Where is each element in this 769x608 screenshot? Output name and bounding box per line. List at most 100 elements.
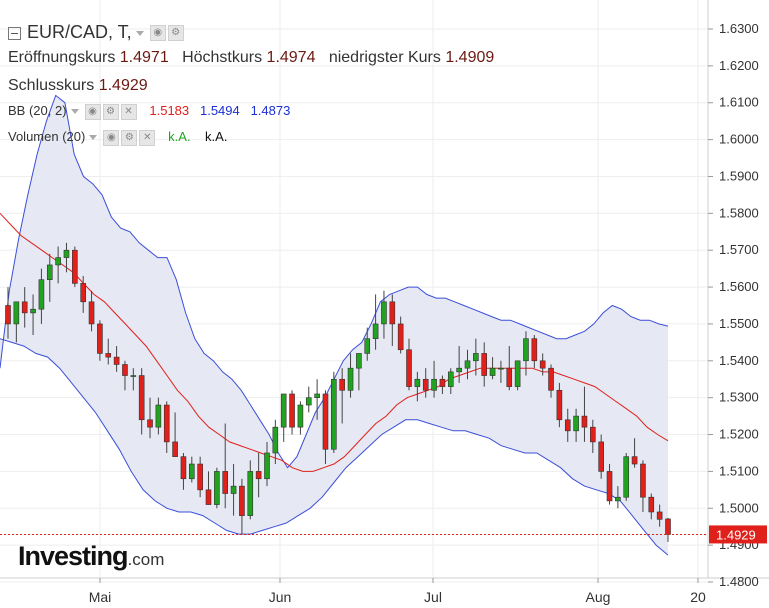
- candle: [456, 346, 462, 383]
- candle: [30, 294, 36, 335]
- y-tick-label: 1.6100: [719, 95, 759, 110]
- bb-dropdown-icon[interactable]: [70, 109, 79, 115]
- high-label: Höchstkurs: [182, 49, 263, 66]
- candle: [631, 438, 638, 468]
- volume-value-1: k.A.: [168, 129, 191, 144]
- candle-body: [556, 389, 563, 421]
- candle: [489, 357, 496, 380]
- last-price-badge: 1.4929: [709, 525, 767, 544]
- open-label: Eröffnungskurs: [8, 49, 116, 66]
- bb-close-icon[interactable]: ✕: [120, 103, 137, 120]
- visibility-icon[interactable]: ◉: [149, 25, 166, 42]
- candle: [531, 334, 538, 369]
- volume-settings-icon[interactable]: ⚙: [121, 129, 138, 146]
- volume-visibility-icon[interactable]: ◉: [103, 129, 120, 146]
- collapse-icon[interactable]: [8, 26, 21, 40]
- candle: [305, 386, 312, 413]
- candle: [447, 368, 454, 394]
- candle-body: [163, 404, 170, 443]
- candle: [247, 460, 254, 520]
- candle: [97, 320, 103, 361]
- candle: [147, 397, 153, 439]
- candle: [556, 382, 563, 428]
- candle-body: [606, 471, 613, 502]
- candle: [63, 242, 70, 273]
- x-axis-ticks: Mai Jun Jul Aug 20: [89, 578, 706, 605]
- candle: [514, 360, 521, 391]
- y-tick-label: 1.4800: [719, 574, 759, 589]
- candle: [640, 460, 646, 512]
- candle: [606, 464, 613, 505]
- symbol-header: EUR/CAD, T, ◉ ⚙: [8, 22, 186, 43]
- candle-body: [464, 360, 471, 369]
- candle-body: [72, 249, 78, 284]
- high-value: 1.4974: [266, 49, 316, 66]
- candle-body: [598, 441, 604, 472]
- candle: [498, 360, 504, 383]
- candle-body: [305, 397, 312, 406]
- bb-upper-value: 1.5494: [199, 103, 240, 118]
- candle: [356, 353, 362, 391]
- candle: [473, 338, 479, 376]
- y-tick-label: 1.5200: [719, 427, 759, 442]
- candle: [623, 452, 630, 501]
- bb-visibility-icon[interactable]: ◉: [84, 103, 101, 120]
- candle-body: [481, 353, 488, 376]
- candle: [264, 441, 270, 487]
- candle-body: [439, 378, 446, 387]
- candle-body: [648, 496, 655, 513]
- candle: [539, 353, 546, 376]
- volume-close-icon[interactable]: ✕: [139, 129, 156, 146]
- candle-body: [247, 471, 254, 516]
- candle-body: [422, 378, 429, 391]
- candle-body: [364, 338, 371, 354]
- settings-icon[interactable]: ⚙: [167, 25, 184, 42]
- candle-body: [197, 463, 203, 491]
- candle: [381, 290, 387, 339]
- y-tick-label: 1.5400: [719, 353, 759, 368]
- candle-body: [523, 338, 529, 362]
- y-tick-label: 1.6300: [719, 21, 759, 36]
- candle: [481, 342, 488, 387]
- candle: [280, 393, 287, 442]
- candle-body: [239, 485, 245, 516]
- candle: [138, 368, 145, 435]
- candle-body: [665, 518, 671, 535]
- candle: [122, 360, 128, 391]
- bb-middle-value: 1.5183: [149, 103, 190, 118]
- candle: [105, 338, 112, 365]
- candle-body: [506, 367, 513, 387]
- candle: [21, 287, 28, 328]
- ohlc-row: Eröffnungskurs 1.4971 Höchstkurs 1.4974 …: [8, 49, 494, 67]
- candle: [314, 379, 320, 420]
- candle: [272, 419, 279, 465]
- candle: [506, 346, 513, 391]
- candle: [397, 316, 404, 354]
- x-tick-label: Mai: [89, 589, 112, 605]
- candle: [222, 423, 229, 509]
- candle: [564, 408, 571, 442]
- candle-body: [406, 349, 412, 387]
- candle-body: [255, 471, 262, 480]
- candle: [322, 390, 329, 465]
- bb-settings-icon[interactable]: ⚙: [102, 103, 119, 120]
- candle-body: [138, 375, 145, 421]
- investing-logo[interactable]: Investing.com: [18, 541, 164, 572]
- candle: [431, 360, 437, 398]
- candle-body: [155, 404, 162, 428]
- symbol-dropdown-icon[interactable]: [135, 30, 144, 36]
- candle-body: [581, 415, 588, 428]
- candle-body: [30, 308, 36, 314]
- candle: [80, 276, 86, 313]
- candle: [590, 419, 596, 453]
- candle: [230, 464, 237, 516]
- candle: [648, 493, 655, 520]
- candle-body: [188, 463, 195, 480]
- candle: [155, 397, 162, 435]
- candle-body: [130, 375, 137, 377]
- candle: [573, 408, 579, 442]
- volume-dropdown-icon[interactable]: [89, 135, 98, 141]
- candle-body: [498, 367, 504, 370]
- bollinger-legend: BB (20, 2) ◉ ⚙ ✕ 1.5183 1.5494 1.4873: [8, 103, 290, 120]
